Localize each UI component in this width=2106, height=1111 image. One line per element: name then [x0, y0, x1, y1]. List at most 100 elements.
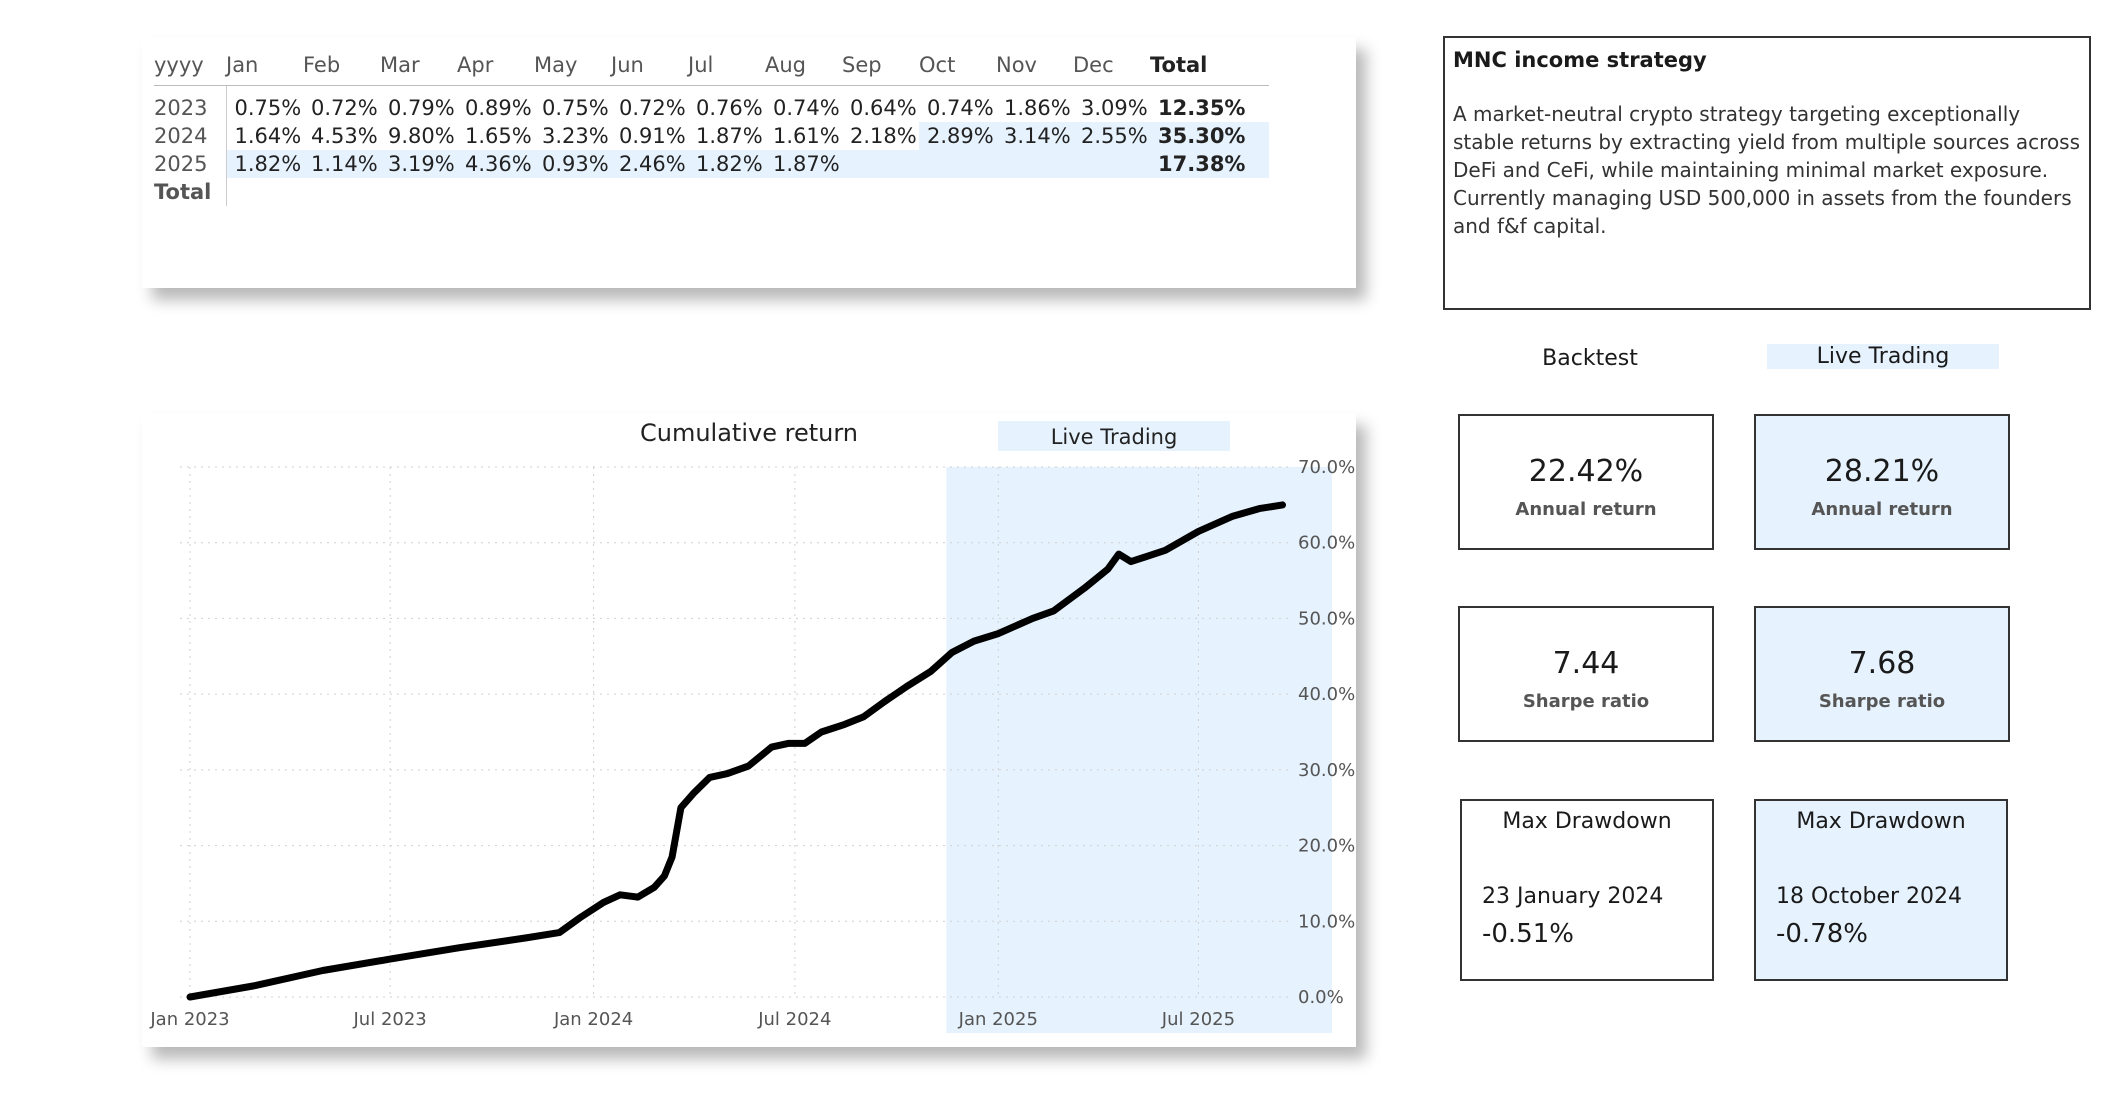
y-tick-label: 60.0% — [1298, 533, 1355, 554]
header-month: Nov — [996, 45, 1073, 86]
table-cell: 0.76% — [696, 96, 763, 120]
row-total: 35.30% — [1150, 122, 1270, 150]
table-cell: 1.14% — [303, 150, 380, 178]
chart-title: Cumulative return — [640, 419, 858, 447]
table-cell: 0.74% — [773, 96, 840, 120]
table-cell: 0.91% — [619, 124, 686, 148]
table-cell: 1.87% — [696, 124, 763, 148]
monthly-returns-table-card: yyyy Jan Feb Mar Apr May Jun Jul Aug Sep Oct Nov Dec… — [142, 37, 1356, 288]
table-cell: 2.55% — [1073, 122, 1150, 150]
kpi-value: -0.78% — [1776, 919, 1868, 949]
table-cell: 9.80% — [388, 124, 455, 148]
live-annual-return-card: 28.21% Annual return — [1754, 414, 2010, 550]
live-trading-label-box — [998, 421, 1230, 451]
kpi-value: 7.68 — [1848, 646, 1916, 681]
y-tick-label: 10.0% — [1298, 911, 1355, 932]
x-tick-label: Jan 2023 — [149, 1009, 229, 1030]
monthly-returns-table: yyyy Jan Feb Mar Apr May Jun Jul Aug Sep Oct Nov Dec… — [154, 45, 1270, 206]
table-cell: 0.93% — [534, 150, 611, 178]
table-cell: 0.64% — [850, 96, 917, 120]
table-row: 2023 0.75% 0.72% 0.79% 0.89% 0.75% 0.72% 0.76% 0… — [154, 85, 1269, 122]
row-year: 2024 — [154, 122, 227, 150]
row-total: 17.38% — [1150, 150, 1270, 178]
header-month: Aug — [765, 45, 842, 86]
table-row: 2024 1.64% 4.53% 9.80% 1.65% 3.23% 0.91% 1.87% 1… — [154, 122, 1270, 150]
table-total-row: Total — [154, 178, 1269, 206]
kpi-value: 22.42% — [1528, 454, 1644, 489]
table-cell: 4.53% — [311, 124, 378, 148]
x-tick-label: Jul 2023 — [353, 1009, 427, 1030]
live-sharpe-card: 7.68 Sharpe ratio — [1754, 606, 2010, 742]
table-cell — [996, 150, 1073, 178]
table-cell: 0.74% — [927, 96, 994, 120]
table-row: 2025 1.82% 1.14% 3.19% 4.36% 0.93% 2.46% 1.82% 1… — [154, 150, 1270, 178]
table-cell: 0.79% — [388, 96, 455, 120]
table-cell: 2.18% — [850, 124, 917, 148]
kpi-value: -0.51% — [1482, 919, 1574, 949]
table-cell — [1073, 150, 1150, 178]
row-year: 2025 — [154, 150, 227, 178]
row-total: 12.35% — [1158, 96, 1246, 120]
table-cell: 3.19% — [380, 150, 457, 178]
table-cell: 0.75% — [542, 96, 609, 120]
y-tick-label: 20.0% — [1298, 836, 1355, 857]
strategy-description: A market-neutral crypto strategy targeti… — [1453, 102, 2081, 238]
kpi-value: 28.21% — [1824, 454, 1940, 489]
table-cell: 3.14% — [996, 122, 1073, 150]
table-cell: 1.86% — [1004, 96, 1071, 120]
x-tick-label: Jan 2024 — [553, 1009, 633, 1030]
live-max-drawdown-card: Max Drawdown 18 October 2024 -0.78% — [1754, 799, 2008, 981]
table-cell: 2.89% — [919, 122, 996, 150]
header-month: Oct — [919, 45, 996, 86]
table-cell: 0.75% — [234, 96, 302, 120]
table-cell: 1.61% — [773, 124, 840, 148]
table-cell: 4.36% — [457, 150, 534, 178]
header-month: May — [534, 45, 611, 86]
strategy-title: MNC income strategy — [1453, 48, 1707, 72]
table-cell: 0.89% — [465, 96, 532, 120]
table-cell — [842, 150, 919, 178]
strategy-description-box: MNC income strategy A market-neutral cry… — [1443, 36, 2091, 310]
backtest-annual-return-card: 22.42% Annual return — [1458, 414, 1714, 550]
kpi-date: 23 January 2024 — [1482, 884, 1664, 909]
header-total: Total — [1150, 45, 1270, 86]
kpi-title: Max Drawdown — [1502, 809, 1672, 834]
kpi-label: Sharpe ratio — [1818, 691, 1946, 712]
kpi-value: 7.44 — [1552, 646, 1620, 681]
table-cell: 0.72% — [311, 96, 378, 120]
live-trading-column-header: Live Trading — [1767, 344, 1999, 369]
cumulative-return-chart: Cumulative return Live Trading 0.0% 10.0% 20… — [149, 419, 1355, 1033]
kpi-label: Sharpe ratio — [1522, 691, 1650, 712]
table-cell: 2.46% — [611, 150, 688, 178]
table-cell — [919, 150, 996, 178]
y-tick-label: 70.0% — [1298, 457, 1355, 478]
table-cell: 3.09% — [1081, 96, 1148, 120]
header-month: Dec — [1073, 45, 1150, 86]
cumulative-return-chart-card: Cumulative return Live Trading 0.0% 10.0% 20… — [142, 413, 1356, 1047]
header-month: Apr — [457, 45, 534, 86]
table-cell: 1.87% — [765, 150, 842, 178]
header-month: Jan — [226, 45, 303, 86]
header-month: Feb — [303, 45, 380, 86]
x-tick-label: Jul 2025 — [1161, 1009, 1235, 1030]
y-tick-label: 40.0% — [1298, 684, 1355, 705]
y-tick-label: 50.0% — [1298, 608, 1355, 629]
table-cell: 3.23% — [542, 124, 609, 148]
backtest-sharpe-card: 7.44 Sharpe ratio — [1458, 606, 1714, 742]
live-trading-region — [946, 467, 1332, 1033]
header-month: Jul — [688, 45, 765, 86]
backtest-max-drawdown-card: Max Drawdown 23 January 2024 -0.51% — [1460, 799, 1714, 981]
kpi-date: 18 October 2024 — [1776, 884, 1963, 909]
header-month: Sep — [842, 45, 919, 86]
table-cell: 1.82% — [226, 150, 303, 178]
kpi-label: Annual return — [1811, 499, 1953, 520]
header-month: Jun — [611, 45, 688, 86]
table-cell: 1.82% — [688, 150, 765, 178]
cumulative-return-line — [186, 501, 1286, 1001]
row-year: 2023 — [154, 85, 227, 122]
kpi-label: Annual return — [1515, 499, 1657, 520]
header-year: yyyy — [154, 45, 226, 86]
y-tick-label: 30.0% — [1298, 760, 1355, 781]
table-header-row: yyyy Jan Feb Mar Apr May Jun Jul Aug Sep Oct Nov Dec… — [154, 45, 1270, 86]
x-tick-label: Jan 2025 — [958, 1009, 1038, 1030]
